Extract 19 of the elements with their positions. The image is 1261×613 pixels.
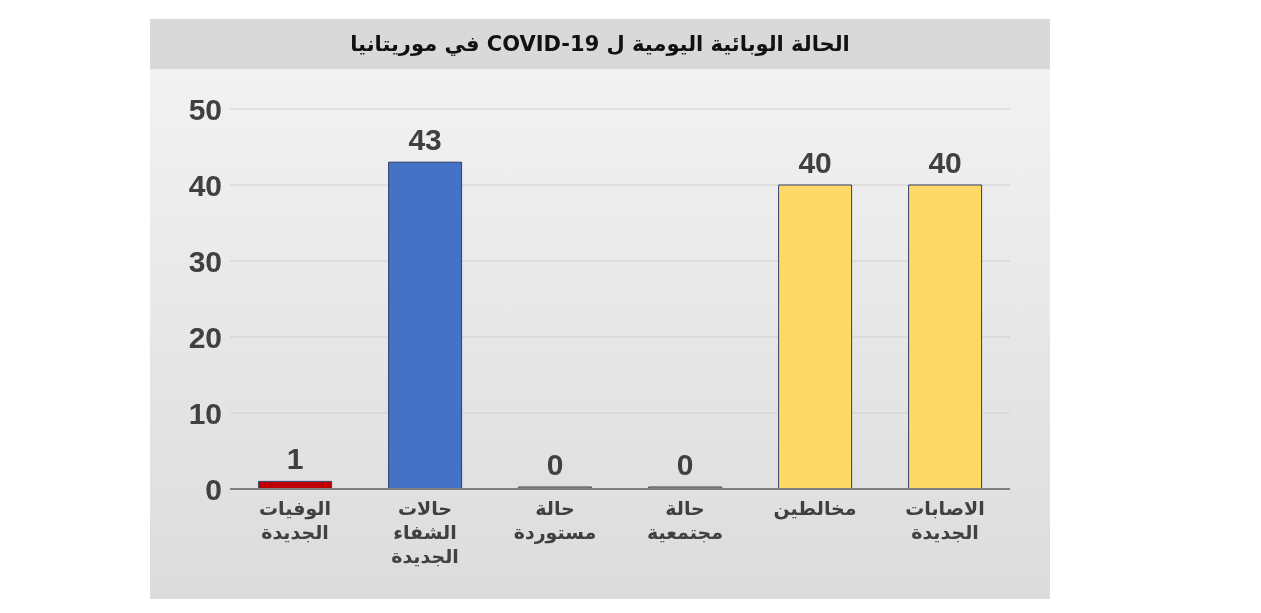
y-tick-label: 20 [188,320,222,354]
y-tick-label: 30 [188,244,222,278]
x-tick-label: الاصابات الجديدة [905,497,985,543]
data-label: 0 [546,448,564,481]
x-tick-label: حالات الشفاء الجديدة [391,497,459,567]
x-tick-label: حالة مجتمعية [647,497,723,543]
chart-title: الحالة الوبائية اليومية ل COVID-19 في موريتانيا [150,19,1050,69]
x-tick-label: حالة مستوردة [513,497,597,544]
data-label: 40 [798,146,832,179]
y-tick-label: 10 [188,396,222,430]
data-label: 1 [286,442,304,476]
y-tick-label: 0 [205,472,222,506]
y-tick-label: 50 [188,92,222,126]
y-tick-label: 40 [188,168,222,202]
data-label: 43 [408,123,442,157]
data-label: 0 [676,448,694,481]
x-tick-label: مخالطين [773,497,857,520]
x-tick-label: الوفيات الجديدة [259,497,331,543]
data-label: 40 [928,146,962,179]
